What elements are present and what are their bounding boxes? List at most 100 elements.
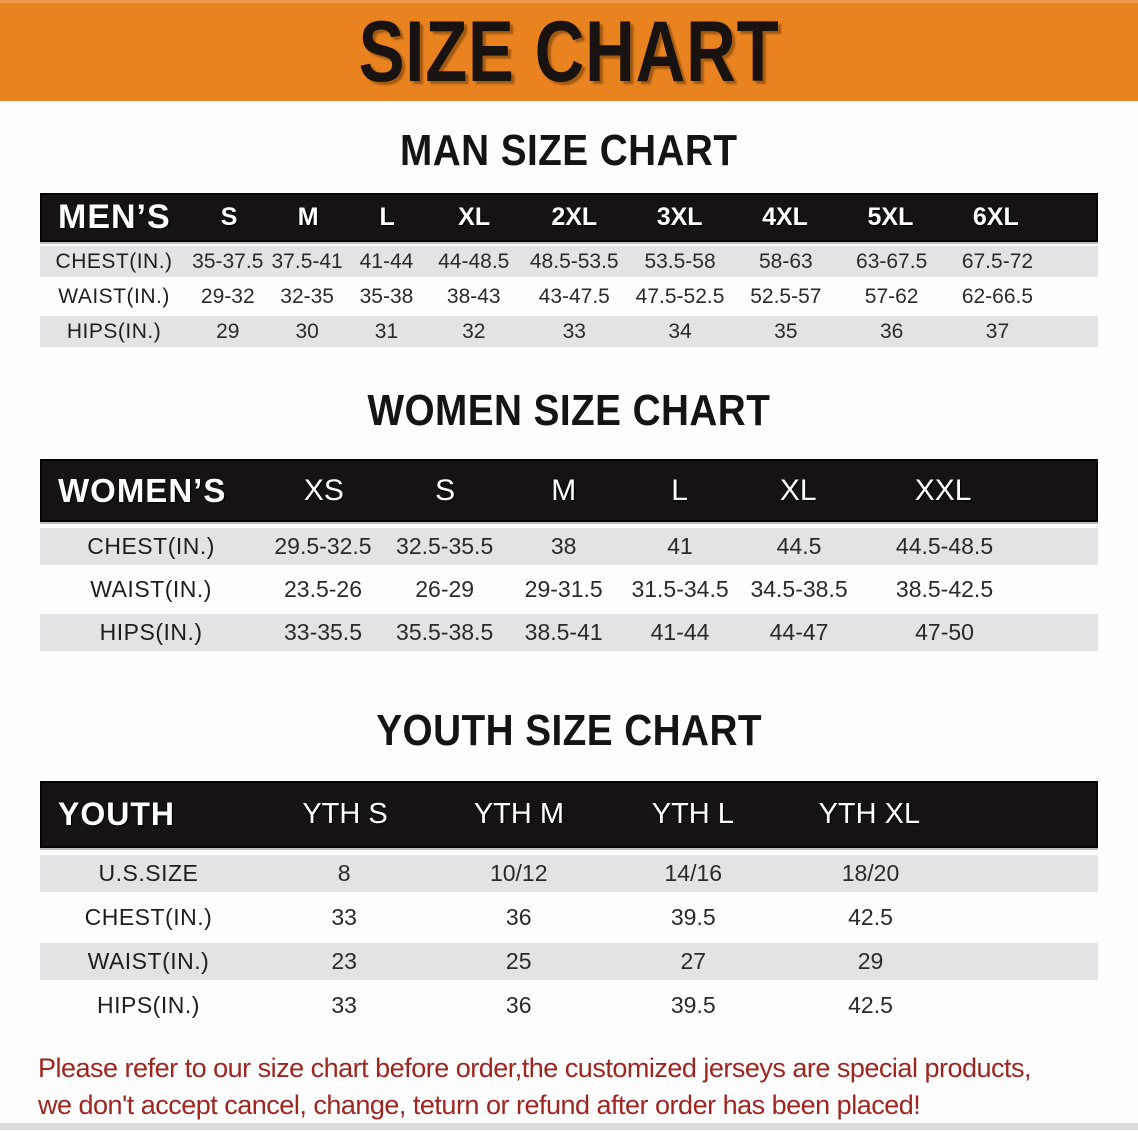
row-label: WAIST(IN.) bbox=[90, 576, 212, 602]
column-header-l: L bbox=[379, 203, 395, 231]
value-cell: 8 bbox=[337, 860, 351, 886]
value-cell: 39.5 bbox=[670, 904, 716, 930]
women-table-header-row: WOMEN’S XS S M L XL XXL bbox=[40, 459, 1098, 522]
row-spacer bbox=[1029, 528, 1098, 565]
value-cell: 43-47.5 bbox=[538, 284, 610, 308]
men-row-hipsin: HIPS(IN.) 29 30 31 32 33 34 35 36 37 bbox=[40, 316, 1098, 347]
women-heading-text: WOMEN SIZE CHART bbox=[367, 386, 771, 435]
value-cell: 38.5-41 bbox=[524, 619, 603, 645]
value-cell: 23 bbox=[331, 948, 357, 974]
row-label: HIPS(IN.) bbox=[96, 992, 200, 1018]
men-table-header-row: MEN’S S M L XL 2XL 3XL 4XL 5XL 6XL bbox=[40, 193, 1098, 242]
value-cell: 27 bbox=[680, 948, 707, 974]
value-cell: 48.5-53.5 bbox=[529, 249, 619, 273]
row-label: WAIST(IN.) bbox=[58, 284, 170, 308]
value-cell: 47.5-52.5 bbox=[635, 284, 725, 308]
value-cell: 57-62 bbox=[864, 284, 919, 308]
value-cell: 26-29 bbox=[415, 576, 475, 602]
column-header-s: S bbox=[220, 203, 238, 231]
value-cell: 29-32 bbox=[200, 284, 255, 308]
youth-heading-text: YOUTH SIZE CHART bbox=[376, 706, 762, 755]
row-spacer bbox=[960, 855, 1098, 892]
disclaimer-line-1: Please refer to our size chart before or… bbox=[38, 1053, 1032, 1083]
row-label: WAIST(IN.) bbox=[87, 948, 210, 974]
value-cell: 29 bbox=[216, 319, 240, 343]
youth-table-header-row: YOUTH YTH S YTH M YTH L YTH XL bbox=[40, 781, 1098, 848]
men-size-table: MEN’S S M L XL 2XL 3XL 4XL 5XL 6XL CHEST(IN.) 35-37… bbox=[40, 193, 1098, 347]
value-cell: 32.5-35.5 bbox=[396, 533, 494, 559]
women-row-hipsin: HIPS(IN.) 33-35.5 35.5-38.5 38.5-41 41-44 44-… bbox=[40, 614, 1098, 651]
value-cell: 29-31.5 bbox=[524, 576, 603, 602]
column-header-3xl: 3XL bbox=[656, 203, 703, 231]
column-header-2xl: 2XL bbox=[551, 203, 598, 231]
value-cell: 38-43 bbox=[446, 284, 501, 308]
value-cell: 18/20 bbox=[841, 860, 900, 886]
value-cell: 44-47 bbox=[769, 619, 829, 645]
men-heading-text: MAN SIZE CHART bbox=[400, 126, 738, 175]
column-header-l: L bbox=[671, 473, 688, 507]
women-heading: WOMEN SIZE CHART bbox=[0, 387, 1138, 435]
value-cell: 35-38 bbox=[359, 284, 414, 308]
banner: SIZE CHART bbox=[0, 0, 1138, 101]
value-cell: 52.5-57 bbox=[750, 284, 822, 308]
disclaimer-line-2: we don't accept cancel, change, teturn o… bbox=[38, 1090, 921, 1120]
men-heading: MAN SIZE CHART bbox=[0, 127, 1138, 175]
row-label: CHEST(IN.) bbox=[87, 533, 215, 559]
youth-size-table: YOUTH YTH S YTH M YTH L YTH XL U.S.SIZE 8 10/12… bbox=[40, 781, 1098, 1024]
women-row-waistin: WAIST(IN.) 23.5-26 26-29 29-31.5 31.5-34.5 34… bbox=[40, 571, 1098, 608]
column-header-xxl: XXL bbox=[914, 473, 972, 507]
value-cell: 35 bbox=[774, 319, 798, 343]
value-cell: 34 bbox=[668, 319, 692, 343]
value-cell: 39.5 bbox=[670, 992, 716, 1018]
value-cell: 25 bbox=[505, 948, 532, 974]
column-header-5xl: 5XL bbox=[867, 203, 914, 231]
value-cell: 41-44 bbox=[650, 619, 710, 645]
value-cell: 33-35.5 bbox=[283, 619, 362, 645]
value-cell: 44.5 bbox=[776, 533, 822, 559]
header-spacer bbox=[959, 783, 1096, 846]
row-spacer bbox=[960, 943, 1098, 980]
value-cell: 58-63 bbox=[758, 249, 813, 273]
row-spacer bbox=[960, 987, 1098, 1024]
row-label: CHEST(IN.) bbox=[84, 904, 213, 930]
content: MAN SIZE CHART MEN’S S M L XL 2XL 3XL 4XL 5XL 6XL… bbox=[0, 127, 1138, 1124]
youth-row-waistin: WAIST(IN.) 23 25 27 29 bbox=[40, 943, 1098, 980]
men-row-chestin: CHEST(IN.) 35-37.5 37.5-41 41-44 44-48.5 48.5… bbox=[40, 246, 1098, 277]
bottom-strip bbox=[0, 1123, 1138, 1130]
page-title: SIZE CHART bbox=[358, 3, 780, 100]
column-header-yth-l: YTH L bbox=[651, 798, 734, 830]
women-row-chestin: CHEST(IN.) 29.5-32.5 32.5-35.5 38 41 44.5 44.5… bbox=[40, 528, 1098, 565]
value-cell: 63-67.5 bbox=[856, 249, 928, 273]
value-cell: 35-37.5 bbox=[192, 249, 264, 273]
value-cell: 35.5-38.5 bbox=[396, 619, 494, 645]
column-header-xl: XL bbox=[458, 203, 491, 231]
column-header-yth-xl: YTH XL bbox=[818, 798, 921, 830]
row-spacer bbox=[1050, 281, 1098, 312]
value-cell: 67.5-72 bbox=[961, 249, 1034, 273]
disclaimer: Please refer to our size chart before or… bbox=[0, 1050, 1138, 1124]
column-header-m: M bbox=[297, 203, 319, 231]
row-spacer bbox=[1050, 316, 1098, 347]
header-spacer bbox=[1049, 195, 1096, 240]
value-cell: 36 bbox=[879, 319, 904, 343]
value-cell: 31.5-34.5 bbox=[631, 576, 729, 602]
value-cell: 14/16 bbox=[664, 860, 723, 886]
men-row-waistin: WAIST(IN.) 29-32 32-35 35-38 38-43 43-47.5 47.… bbox=[40, 281, 1098, 312]
row-label: HIPS(IN.) bbox=[66, 319, 162, 343]
value-cell: 31 bbox=[374, 319, 399, 343]
value-cell: 30 bbox=[295, 319, 319, 343]
section-men: MAN SIZE CHART MEN’S S M L XL 2XL 3XL 4XL 5XL 6XL… bbox=[0, 127, 1138, 347]
value-cell: 42.5 bbox=[848, 904, 893, 930]
value-cell: 62-66.5 bbox=[961, 284, 1034, 308]
value-cell: 32 bbox=[462, 319, 486, 343]
value-cell: 29 bbox=[857, 948, 884, 974]
youth-heading: YOUTH SIZE CHART bbox=[0, 707, 1138, 755]
value-cell: 33 bbox=[331, 992, 357, 1018]
men-table-label: MEN’S bbox=[58, 198, 171, 236]
youth-row-ussize: U.S.SIZE 8 10/12 14/16 18/20 bbox=[40, 855, 1098, 892]
value-cell: 32-35 bbox=[280, 284, 334, 308]
column-header-6xl: 6XL bbox=[972, 203, 1019, 231]
value-cell: 37.5-41 bbox=[271, 249, 343, 273]
value-cell: 33 bbox=[331, 904, 357, 930]
